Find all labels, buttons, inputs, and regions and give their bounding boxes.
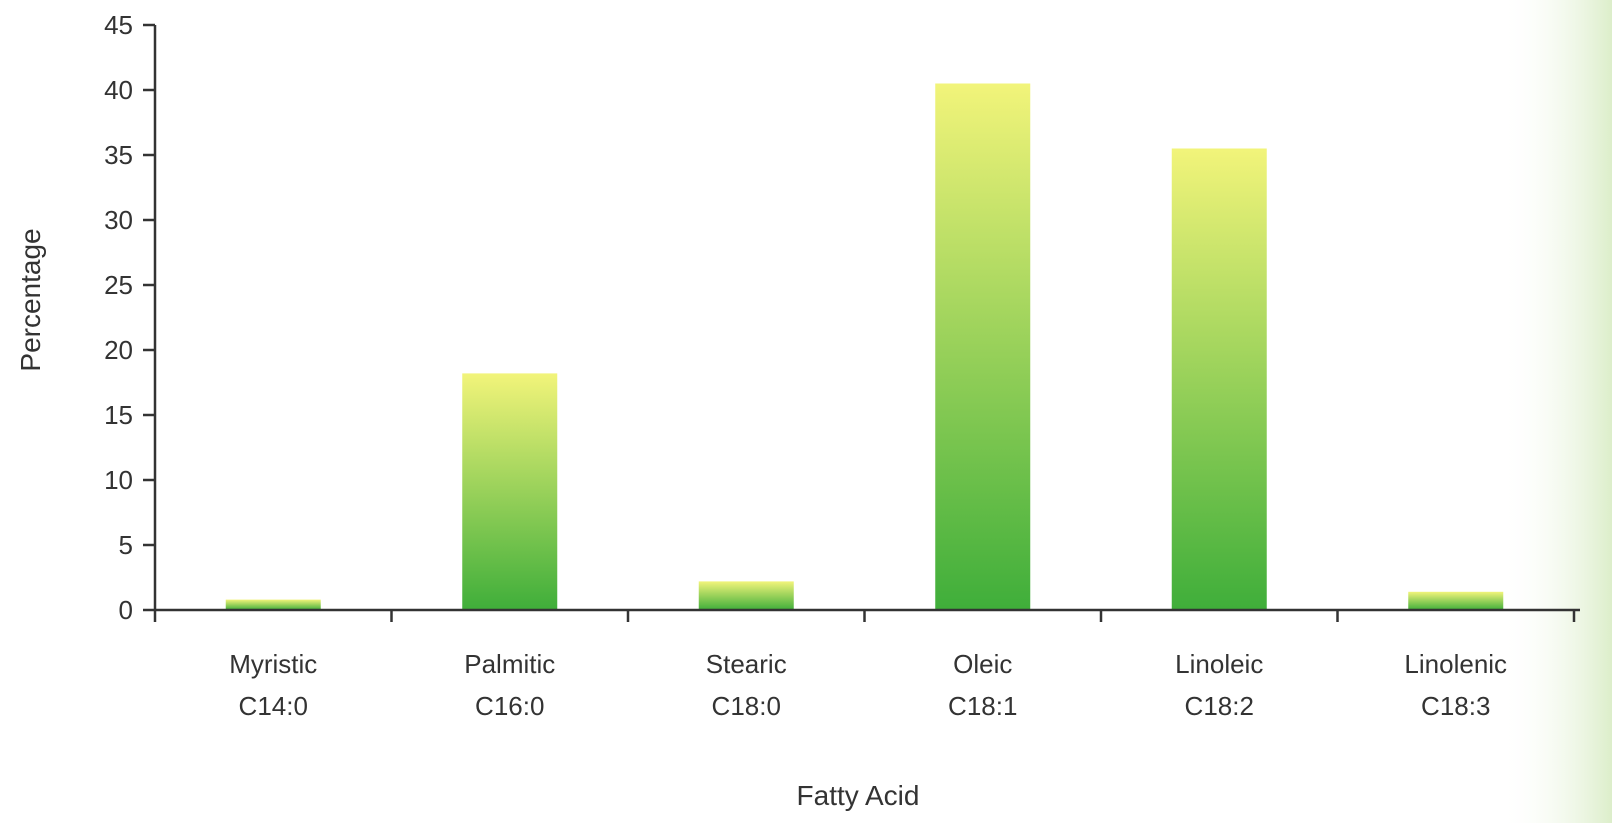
- x-tick-label: C18:2: [1185, 691, 1254, 721]
- bar-oleic: [935, 83, 1031, 610]
- y-tick-label: 5: [119, 530, 133, 560]
- x-tick-label: C18:3: [1421, 691, 1490, 721]
- tick-labels: 0 5 10 15 20 25 30 35 40 45 Myristic C14:0 Palmitic C…: [104, 10, 1507, 721]
- x-tick-label: Linolenic: [1404, 649, 1507, 679]
- bar-linolenic: [1408, 591, 1504, 610]
- y-tick-label: 30: [104, 205, 133, 235]
- y-tick-label: 25: [104, 270, 133, 300]
- x-tick-label: Stearic: [706, 649, 787, 679]
- x-tick-label: C18:0: [712, 691, 781, 721]
- page-edge-shade: [1500, 0, 1612, 823]
- x-tick-label: Linoleic: [1175, 649, 1263, 679]
- axes: [143, 23, 1580, 622]
- y-tick-label: 45: [104, 10, 133, 40]
- bar-linoleic: [1171, 148, 1267, 610]
- x-tick-label: Myristic: [229, 649, 317, 679]
- x-tick-label: C14:0: [239, 691, 308, 721]
- y-tick-label: 20: [104, 335, 133, 365]
- y-axis-title: Percentage: [15, 228, 46, 371]
- x-tick-label: C16:0: [475, 691, 544, 721]
- x-tick-label: C18:1: [948, 691, 1017, 721]
- x-tick-label: Oleic: [953, 649, 1012, 679]
- y-tick-label: 10: [104, 465, 133, 495]
- y-tick-label: 0: [119, 595, 133, 625]
- bars: [225, 83, 1504, 610]
- y-tick-label: 35: [104, 140, 133, 170]
- y-tick-label: 40: [104, 75, 133, 105]
- bar-stearic: [698, 581, 794, 610]
- bar-palmitic: [462, 373, 558, 610]
- x-tick-label: Palmitic: [464, 649, 555, 679]
- y-tick-label: 15: [104, 400, 133, 430]
- bar-myristic: [225, 599, 321, 610]
- x-axis-title: Fatty Acid: [797, 780, 920, 811]
